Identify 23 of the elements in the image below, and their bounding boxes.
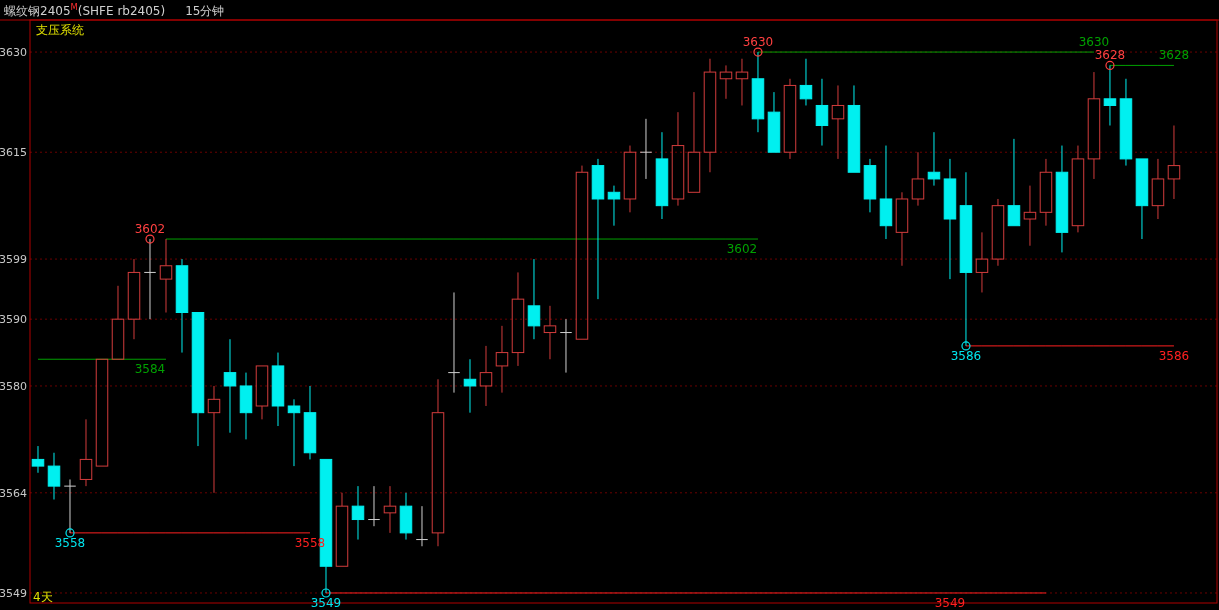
data-label: 3628 <box>1094 48 1126 63</box>
text: 15分钟 <box>185 4 225 18</box>
data-label: 3602 <box>726 242 758 257</box>
data-label: 3586 <box>950 348 982 363</box>
ytick: 3590 <box>0 313 27 327</box>
annotation: 4天 <box>33 590 53 604</box>
data-label: 3584 <box>134 362 166 377</box>
data-label: 3586 <box>1158 348 1190 363</box>
data-label: 3628 <box>1158 48 1190 63</box>
ytick: 3549 <box>0 587 27 600</box>
data-label: 3630 <box>742 35 774 50</box>
ytick: 3630 <box>0 46 27 60</box>
data-label: 3549 <box>934 595 966 610</box>
data-label: 3549 <box>310 595 342 610</box>
ytick: 3564 <box>0 486 27 500</box>
data-label: 3558 <box>54 535 86 550</box>
data-label: 3630 <box>1078 35 1110 50</box>
chart-title: 螺纹钢2405$^{M}$(SHFE rb2405) <box>4 2 166 18</box>
data-label: 3602 <box>134 222 166 237</box>
ytick: 3615 <box>0 146 27 160</box>
chart-subtitle: 支压系统 <box>36 23 84 37</box>
ytick: 3580 <box>0 379 27 393</box>
ytick: 3599 <box>0 253 27 267</box>
